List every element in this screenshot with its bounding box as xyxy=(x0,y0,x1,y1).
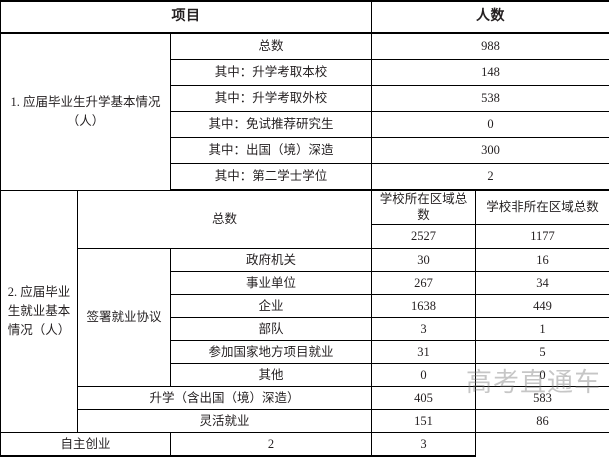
agreement-row-out-region-3: 1 xyxy=(476,318,609,341)
agreement-row-out-region-4: 5 xyxy=(476,341,609,364)
other-row-out-region-2: 3 xyxy=(372,433,476,457)
document-page: 项目 人数 1. 应届毕业生升学基本情况（人） 总数 988 其中：升学考取本校… xyxy=(0,0,609,417)
other-row-out-region-0: 583 xyxy=(476,387,609,410)
section1-row-name-5: 其中：第二学士学位 xyxy=(171,164,372,191)
other-row-out-region-1: 86 xyxy=(476,410,609,433)
section2-total-label: 总数 xyxy=(78,190,372,249)
section1-row-name-2: 其中：升学考取外校 xyxy=(171,86,372,112)
agreement-row-in-region-2: 1638 xyxy=(372,295,476,318)
section2-label: 2. 应届毕业生就业基本情况（人） xyxy=(1,190,78,433)
section1-row-value-0: 988 xyxy=(372,33,609,60)
section1-row-name-0: 总数 xyxy=(171,33,372,60)
section2-subgroup-label: 签署就业协议 xyxy=(78,249,171,387)
section1-row-value-1: 148 xyxy=(372,60,609,86)
agreement-row-name-2: 企业 xyxy=(171,295,372,318)
agreement-row-name-3: 部队 xyxy=(171,318,372,341)
section1-row-name-1: 其中：升学考取本校 xyxy=(171,60,372,86)
other-row-in-region-2: 2 xyxy=(171,433,372,457)
table-row: 1. 应届毕业生升学基本情况（人） 总数 988 xyxy=(1,33,609,60)
agreement-row-name-0: 政府机关 xyxy=(171,249,372,272)
section1-row-name-3: 其中：免试推荐研究生 xyxy=(171,112,372,138)
header-count-column: 人数 xyxy=(372,1,609,33)
table-row: 签署就业协议 政府机关 30 16 xyxy=(1,249,609,272)
table-row: 升学（含出国（境）深造） 405 583 xyxy=(1,387,609,410)
table-header-row: 项目 人数 xyxy=(1,1,609,33)
agreement-row-name-1: 事业单位 xyxy=(171,272,372,295)
section2-col-in-region: 学校所在区域总数 xyxy=(372,190,476,225)
agreement-row-out-region-2: 449 xyxy=(476,295,609,318)
other-row-in-region-1: 151 xyxy=(372,410,476,433)
agreement-row-in-region-5: 0 xyxy=(372,364,476,387)
section2-total-out-region: 1177 xyxy=(476,225,609,249)
other-row-in-region-0: 405 xyxy=(372,387,476,410)
agreement-row-out-region-5: 0 xyxy=(476,364,609,387)
agreement-row-name-5: 其他 xyxy=(171,364,372,387)
agreement-row-out-region-1: 34 xyxy=(476,272,609,295)
header-item-column: 项目 xyxy=(1,1,372,33)
section1-row-value-3: 0 xyxy=(372,112,609,138)
section2-col-out-region: 学校非所在区域总数 xyxy=(476,190,609,225)
section2-total-in-region: 2527 xyxy=(372,225,476,249)
section1-row-name-4: 其中：出国（境）深造 xyxy=(171,138,372,164)
section1-label: 1. 应届毕业生升学基本情况（人） xyxy=(1,33,171,190)
agreement-row-in-region-4: 31 xyxy=(372,341,476,364)
other-row-name-1: 灵活就业 xyxy=(78,410,372,433)
agreement-row-in-region-0: 30 xyxy=(372,249,476,272)
table-row: 灵活就业 151 86 xyxy=(1,410,609,433)
agreement-row-out-region-0: 16 xyxy=(476,249,609,272)
table-row: 2. 应届毕业生就业基本情况（人） 总数 学校所在区域总数 学校非所在区域总数 xyxy=(1,190,609,225)
agreement-row-in-region-1: 267 xyxy=(372,272,476,295)
section1-row-value-4: 300 xyxy=(372,138,609,164)
section1-row-value-5: 2 xyxy=(372,164,609,191)
agreement-row-in-region-3: 3 xyxy=(372,318,476,341)
table-row: 自主创业 2 3 xyxy=(1,433,609,457)
other-row-name-0: 升学（含出国（境）深造） xyxy=(78,387,372,410)
agreement-row-name-4: 参加国家地方项目就业 xyxy=(171,341,372,364)
section1-row-value-2: 538 xyxy=(372,86,609,112)
other-row-name-2: 自主创业 xyxy=(1,433,171,457)
